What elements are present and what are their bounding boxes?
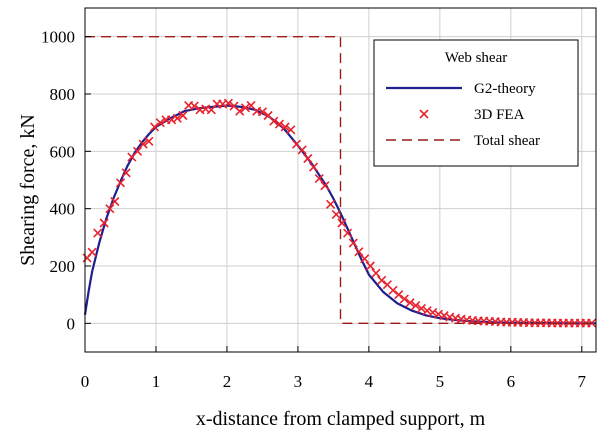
- 3d-fea-point: [343, 228, 353, 238]
- x-tick-label: 3: [294, 372, 303, 391]
- 3d-fea-point: [411, 300, 421, 311]
- 3d-fea-point: [405, 298, 415, 308]
- 3d-fea-point: [314, 174, 324, 184]
- 3d-fea-markers: [82, 98, 597, 328]
- 3d-fea-point: [149, 122, 160, 132]
- 3d-fea-point: [240, 103, 250, 113]
- 3d-fea-point: [303, 153, 313, 164]
- 3d-fea-point: [93, 228, 103, 238]
- 3d-fea-point: [178, 110, 188, 121]
- 3d-fea-point: [297, 145, 307, 155]
- 3d-fea-point: [115, 178, 126, 188]
- 3d-fea-point: [320, 181, 330, 191]
- 3d-fea-point: [399, 294, 409, 304]
- 3d-fea-point: [371, 268, 381, 278]
- 3d-fea-point: [331, 209, 341, 219]
- 3d-fea-point: [377, 275, 387, 285]
- x-axis-title: x-distance from clamped support, m: [196, 408, 486, 430]
- y-tick-label: 200: [50, 257, 76, 276]
- 3d-fea-point: [110, 196, 120, 207]
- y-axis-title: Shearing force, kN: [17, 114, 39, 266]
- 3d-fea-point: [138, 139, 148, 149]
- 3d-fea-point: [172, 113, 182, 123]
- y-tick-label: 600: [50, 142, 76, 161]
- 3d-fea-point: [422, 306, 432, 316]
- 3d-fea-point: [394, 290, 404, 300]
- 3d-fea-point: [87, 247, 97, 257]
- 3d-fea-point: [325, 199, 336, 209]
- legend-box: [373, 39, 579, 167]
- x-tick-label: 0: [81, 372, 90, 391]
- 3d-fea-point: [308, 162, 319, 172]
- x-tick-label: 6: [507, 372, 516, 391]
- legend-label-total-shear: Total shear: [474, 133, 540, 149]
- 3d-fea-point: [360, 254, 370, 264]
- legend-label-g2-theory: G2-theory: [474, 81, 536, 97]
- y-tick-label: 1000: [41, 28, 75, 47]
- legend-title: Web shear: [445, 50, 508, 66]
- 3d-fea-point: [144, 136, 154, 146]
- x-tick-labels: 0 1 2 3 4 5 6 7: [81, 372, 587, 391]
- 3d-fea-point: [337, 218, 347, 228]
- 3d-fea-point: [428, 307, 438, 318]
- x-tick-label: 1: [152, 372, 161, 391]
- x-tick-label: 5: [436, 372, 445, 391]
- 3d-fea-point: [365, 261, 375, 271]
- x-tick-label: 7: [578, 372, 587, 391]
- legend-label-3d-fea: 3D FEA: [474, 107, 525, 123]
- data-layer: [82, 35, 597, 328]
- y-tick-label: 400: [50, 200, 76, 219]
- 3d-fea-point: [235, 106, 245, 116]
- legend-entries: G2-theory 3D FEA Total shear: [386, 81, 540, 149]
- 3d-fea-point: [354, 247, 364, 257]
- 3d-fea-point: [189, 101, 199, 111]
- 3d-fea-point: [105, 204, 115, 214]
- y-tick-label: 0: [67, 314, 76, 333]
- y-tick-labels: 0 200 400 600 800 1000: [41, 28, 75, 334]
- 3d-fea-point: [155, 118, 165, 128]
- 3d-fea-point: [121, 168, 131, 178]
- legend: Web shear G2-theory 3D FEA Total shear: [373, 39, 579, 167]
- y-tick-label: 800: [50, 85, 76, 104]
- 3d-fea-point: [280, 122, 290, 132]
- x-tick-label: 4: [365, 372, 374, 391]
- 3d-fea-point: [223, 98, 233, 108]
- legend-swatch-3d-fea: [419, 109, 429, 119]
- 3d-fea-point: [269, 116, 279, 126]
- plot-frame: [84, 7, 597, 353]
- 3d-fea-point: [257, 107, 267, 117]
- 3d-fea-point: [388, 285, 398, 295]
- 3d-fea-point: [274, 119, 285, 129]
- axis-ticks: [84, 36, 583, 352]
- 3d-fea-point: [99, 218, 109, 228]
- 3d-fea-point: [132, 146, 143, 156]
- 3d-fea-point: [416, 303, 426, 313]
- 3d-fea-point: [286, 125, 296, 135]
- 3d-fea-point: [348, 238, 358, 248]
- x-tick-label: 2: [223, 372, 232, 391]
